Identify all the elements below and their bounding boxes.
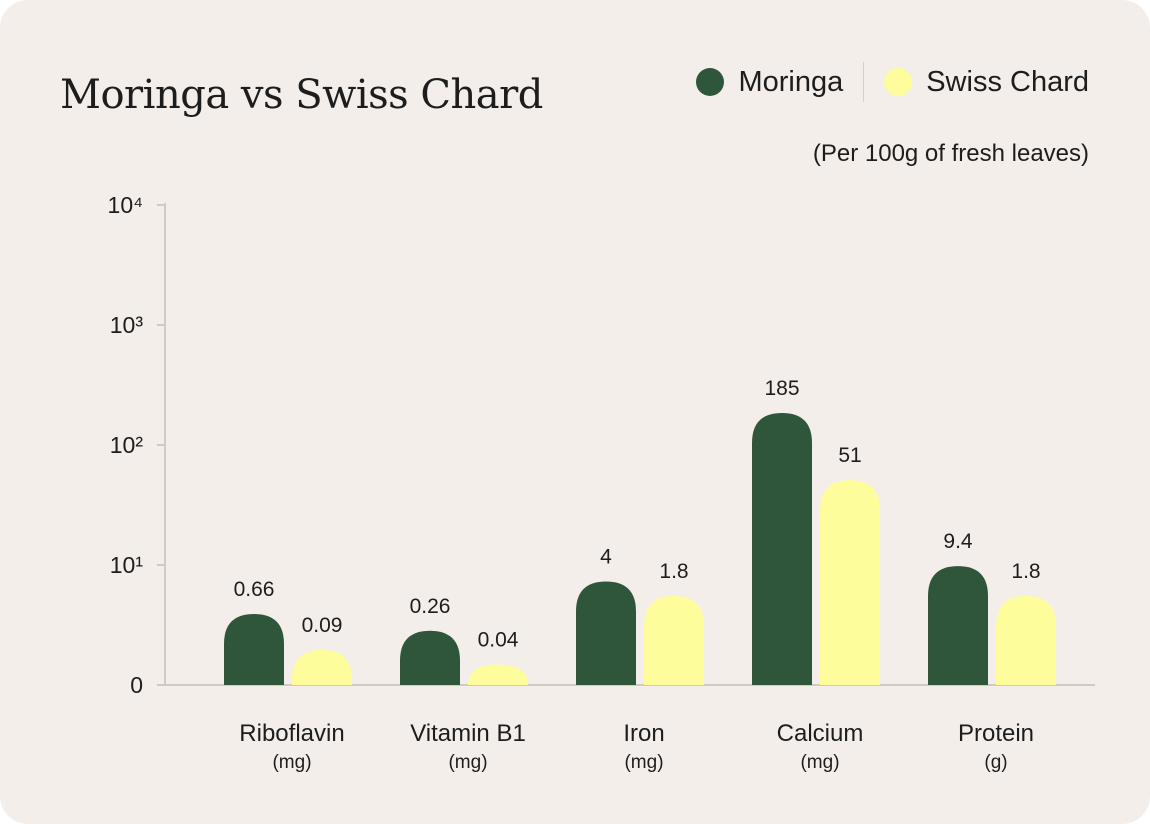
x-category-label: Riboflavin (239, 720, 344, 747)
x-category-unit: (mg) (272, 752, 311, 773)
data-label: 0.04 (478, 629, 519, 652)
legend-swatch-moringa (696, 68, 725, 96)
legend-divider (863, 62, 865, 102)
legend-label-swiss-chard: Swiss Chard (926, 65, 1089, 98)
x-category-label: Vitamin B1 (410, 720, 526, 747)
bar-moringa (400, 630, 460, 685)
data-label: 0.09 (302, 614, 343, 637)
x-category-unit: (mg) (800, 752, 839, 773)
y-tick-label: 10⁴ (108, 192, 143, 218)
bar-swiss-chard (996, 595, 1056, 685)
bar-moringa (928, 566, 988, 685)
x-category-unit: (mg) (448, 752, 487, 773)
y-tick-label: 10² (110, 432, 144, 458)
chart-subtitle: (Per 100g of fresh leaves) (812, 140, 1089, 167)
legend: Moringa Swiss Chard (696, 62, 1089, 102)
chart-title: Moringa vs Swiss Chard (60, 72, 543, 118)
x-category-label: Calcium (777, 720, 864, 747)
y-tick-label: 10³ (110, 312, 144, 338)
data-label: 51 (838, 444, 861, 467)
data-label: 4 (600, 546, 612, 569)
y-tick-label: 0 (130, 672, 143, 698)
data-label: 1.8 (1011, 560, 1040, 583)
data-label: 1.8 (659, 560, 688, 583)
bar-swiss-chard (820, 480, 880, 685)
x-category-label: Iron (623, 720, 664, 747)
y-tick-label: 10¹ (110, 552, 144, 578)
data-label: 9.4 (943, 530, 973, 553)
legend-swatch-swiss-chard (884, 68, 913, 96)
bar-moringa (752, 412, 812, 685)
data-label: 0.66 (234, 578, 275, 601)
bar-swiss-chard (644, 595, 704, 685)
data-label: 185 (764, 377, 799, 400)
legend-item-swiss-chard: Swiss Chard (884, 66, 1089, 99)
legend-item-moringa: Moringa (696, 66, 843, 99)
legend-label-moringa: Moringa (738, 65, 844, 98)
data-label: 0.26 (410, 595, 451, 618)
x-category-unit: (mg) (624, 752, 663, 773)
bar-swiss-chard (468, 664, 528, 685)
x-category-label: Protein (958, 720, 1034, 747)
x-category-unit: (g) (984, 752, 1007, 773)
bar-moringa (576, 581, 636, 685)
bar-swiss-chard (292, 649, 352, 685)
bar-moringa (224, 613, 284, 685)
